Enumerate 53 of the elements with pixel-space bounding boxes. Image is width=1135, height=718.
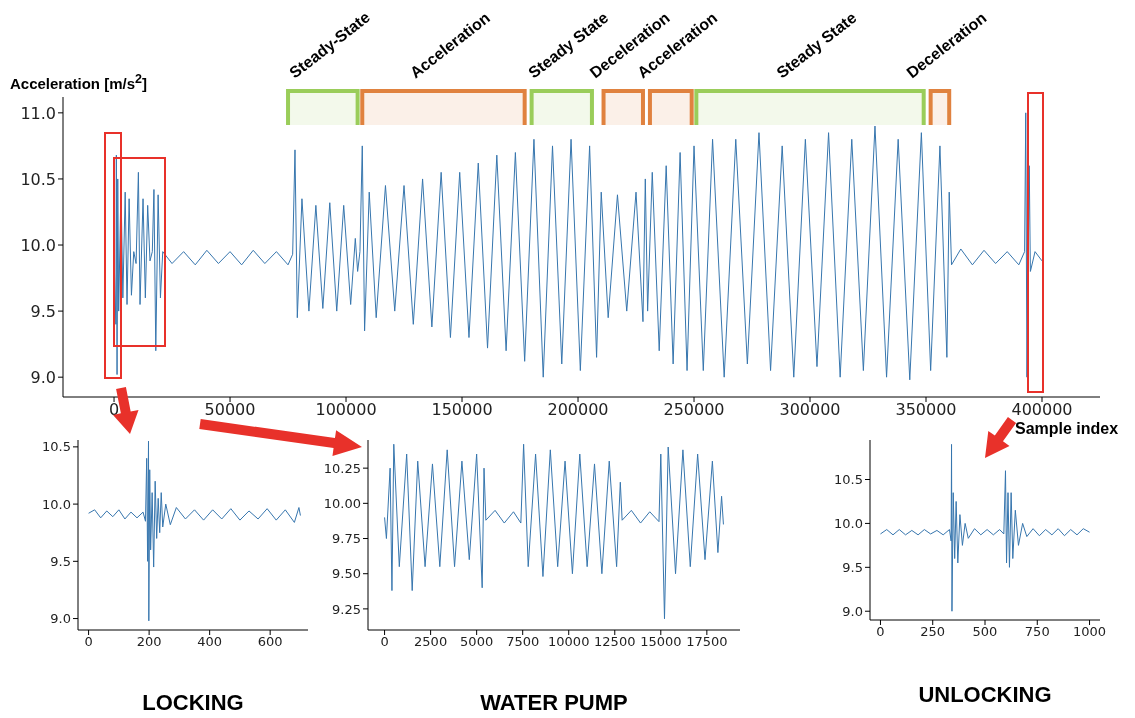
x-tick-label: 0 <box>84 634 93 650</box>
x-axis-title: Sample index <box>1015 420 1119 438</box>
line-series <box>113 112 1043 381</box>
x-tick-label: 150000 <box>431 400 493 420</box>
line-series <box>384 443 724 620</box>
line-series <box>88 440 301 622</box>
text: WATER PUMP <box>479 690 629 716</box>
x-tick-label: 200 <box>136 634 162 650</box>
y-tick-label: 10.0 <box>834 516 863 532</box>
y-tick-label: 9.5 <box>30 301 56 321</box>
y-tick-label: 10.25 <box>323 460 361 476</box>
x-tick-label: 100000 <box>315 400 377 420</box>
x-tick-label: 2500 <box>414 634 448 650</box>
y-tick-label: 9.0 <box>30 367 56 387</box>
x-tick-label: 1000 <box>1073 624 1107 640</box>
y-tick-label: 9.5 <box>50 553 71 569</box>
x-tick-label: 0 <box>380 634 389 650</box>
y-tick-label: 10.0 <box>42 496 71 512</box>
y-tick-label: 10.5 <box>834 472 863 488</box>
x-tick-label: 400 <box>197 634 223 650</box>
y-tick-label: 10.00 <box>323 495 361 511</box>
y-tick-label: 9.0 <box>842 603 863 619</box>
y-tick-label: 9.75 <box>332 531 361 547</box>
x-tick-label: 15000 <box>640 634 682 650</box>
y-tick-label: 11.0 <box>20 103 56 123</box>
x-tick-label: 10000 <box>548 634 590 650</box>
x-tick-label: 7500 <box>506 634 540 650</box>
line-series <box>879 443 1091 612</box>
x-tick-label: 17500 <box>686 634 728 650</box>
x-tick-label: 250 <box>920 624 946 640</box>
x-tick-label: 0 <box>108 400 120 420</box>
x-tick-label: 400000 <box>1011 400 1073 420</box>
y-tick-label: 9.25 <box>332 601 361 617</box>
text: UNLOCKING <box>917 682 1053 708</box>
x-tick-label: 500 <box>972 624 998 640</box>
y-tick-label: 9.50 <box>332 566 361 582</box>
x-tick-label: 600 <box>257 634 283 650</box>
y-tick-label: 9.5 <box>842 559 863 575</box>
x-tick-label: 12500 <box>594 634 636 650</box>
y-tick-label: 10.5 <box>20 169 56 189</box>
x-tick-label: 50000 <box>204 400 256 420</box>
x-tick-label: 0 <box>876 624 885 640</box>
y-tick-label: 10.5 <box>42 439 71 455</box>
x-tick-label: 350000 <box>895 400 957 420</box>
x-tick-label: 250000 <box>663 400 725 420</box>
y-axis-title: Acceleration [m/s$^{2}$] <box>10 72 147 92</box>
text: LOCKING <box>141 690 245 716</box>
y-tick-label: 9.0 <box>50 611 71 627</box>
x-tick-label: 750 <box>1024 624 1050 640</box>
x-tick-label: 300000 <box>779 400 841 420</box>
y-tick-label: 10.0 <box>20 235 56 255</box>
x-tick-label: 200000 <box>547 400 609 420</box>
x-tick-label: 5000 <box>460 634 494 650</box>
